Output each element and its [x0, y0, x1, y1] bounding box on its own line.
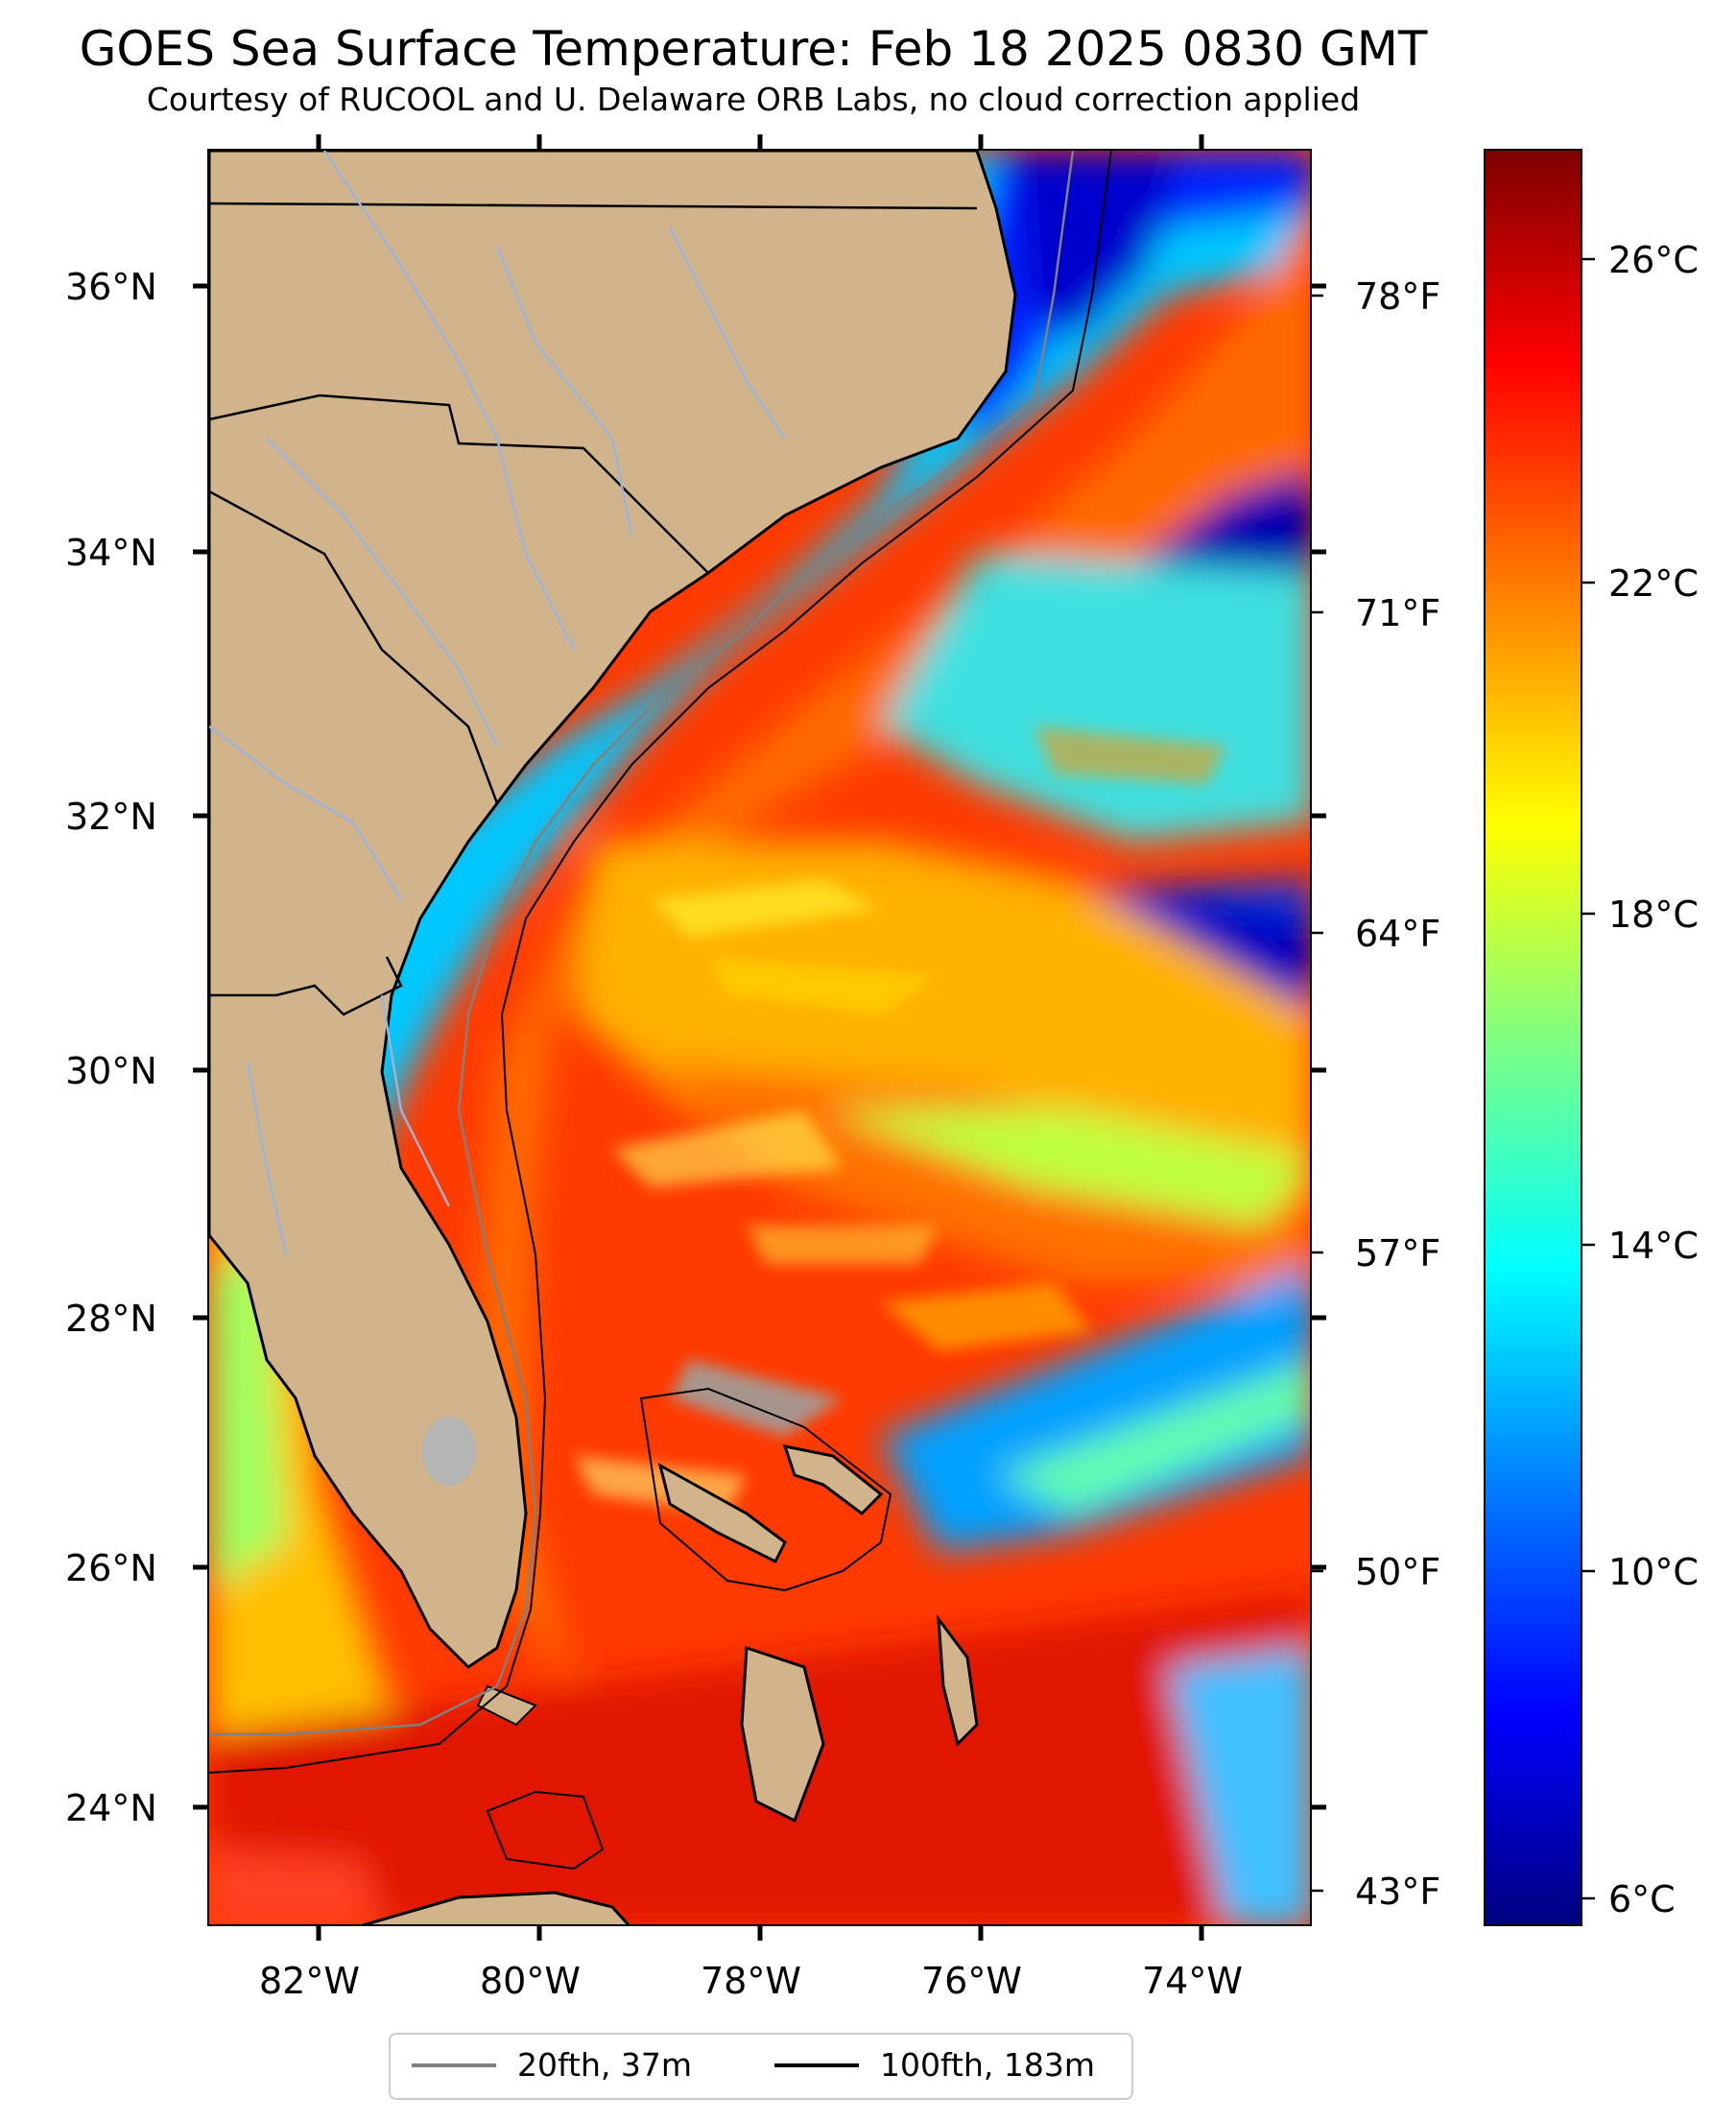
- colorbar-tick-label: 14°C: [1608, 1225, 1699, 1267]
- sst-map-canvas: [209, 151, 1310, 1924]
- isobath-legend: 20fth, 37m 100fth, 183m: [389, 2033, 1133, 2100]
- fahrenheit-tick-label: 64°F: [1355, 913, 1441, 955]
- fahrenheit-tick-label: 43°F: [1355, 1871, 1441, 1913]
- land-andros: [740, 1645, 825, 1824]
- lat-tick-label: 28°N: [65, 1298, 157, 1340]
- lon-tick-label: 76°W: [921, 1960, 1022, 2002]
- lon-tick-label: 78°W: [701, 1960, 801, 2002]
- lon-tick-label: 80°W: [480, 1960, 581, 2002]
- legend-swatch-black: [774, 2062, 859, 2067]
- colorbar-tick-label: 26°C: [1608, 239, 1699, 281]
- land-abaco: [782, 1444, 884, 1515]
- land-grand-bahama: [657, 1463, 787, 1564]
- lon-tick-label: 82°W: [259, 1960, 360, 2002]
- colorbar-tick-label: 6°C: [1608, 1878, 1676, 1920]
- isobath-100fth: [209, 151, 1112, 1774]
- map-subtitle: Courtesy of RUCOOL and U. Delaware ORB L…: [146, 81, 1361, 118]
- legend-item-100fth: 100fth, 183m: [774, 2046, 1095, 2084]
- lon-tick-label: 74°W: [1142, 1960, 1243, 2002]
- rivers: [209, 151, 787, 1255]
- lat-tick-label: 36°N: [65, 266, 157, 308]
- land-us-southeast: [209, 151, 1017, 1669]
- land-eleuthera: [937, 1614, 979, 1747]
- lat-tick-label: 32°N: [65, 796, 157, 838]
- legend-item-20fth: 20fth, 37m: [412, 2046, 692, 2084]
- lake-okeechobee: [422, 1417, 476, 1486]
- sst-map[interactable]: [207, 149, 1312, 1926]
- sst-texture: [574, 727, 1226, 1514]
- colorbar-tick-label: 18°C: [1608, 894, 1699, 936]
- legend-swatch-gray: [412, 2062, 496, 2067]
- fahrenheit-tick-label: 57°F: [1355, 1232, 1441, 1275]
- land-keys: [476, 1684, 537, 1727]
- land-cuba: [361, 1891, 630, 1924]
- colorbar-tick-label: 10°C: [1608, 1551, 1699, 1593]
- temperature-colorbar: [1484, 149, 1582, 1926]
- lat-tick-label: 26°N: [65, 1547, 157, 1589]
- lat-tick-label: 30°N: [65, 1050, 157, 1092]
- state-borders: [209, 202, 978, 1016]
- isobath-bahamas: [639, 1387, 892, 1592]
- isobath-20fth: [209, 151, 1075, 1736]
- fahrenheit-tick-label: 71°F: [1355, 592, 1441, 634]
- fahrenheit-tick-label: 50°F: [1355, 1551, 1441, 1593]
- fahrenheit-tick-label: 78°F: [1355, 275, 1441, 318]
- map-title: GOES Sea Surface Temperature: Feb 18 202…: [79, 21, 1428, 77]
- legend-label: 20fth, 37m: [517, 2046, 692, 2084]
- colorbar-tick-label: 22°C: [1608, 562, 1699, 605]
- lat-tick-label: 34°N: [65, 532, 157, 574]
- isobath-cuba-bank: [486, 1790, 605, 1871]
- legend-label: 100fth, 183m: [880, 2046, 1095, 2084]
- lat-tick-label: 24°N: [65, 1787, 157, 1829]
